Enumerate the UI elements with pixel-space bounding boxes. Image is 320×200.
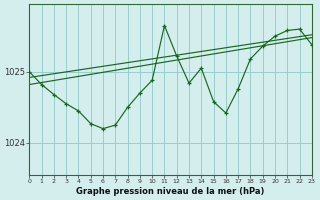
X-axis label: Graphe pression niveau de la mer (hPa): Graphe pression niveau de la mer (hPa) — [76, 187, 265, 196]
